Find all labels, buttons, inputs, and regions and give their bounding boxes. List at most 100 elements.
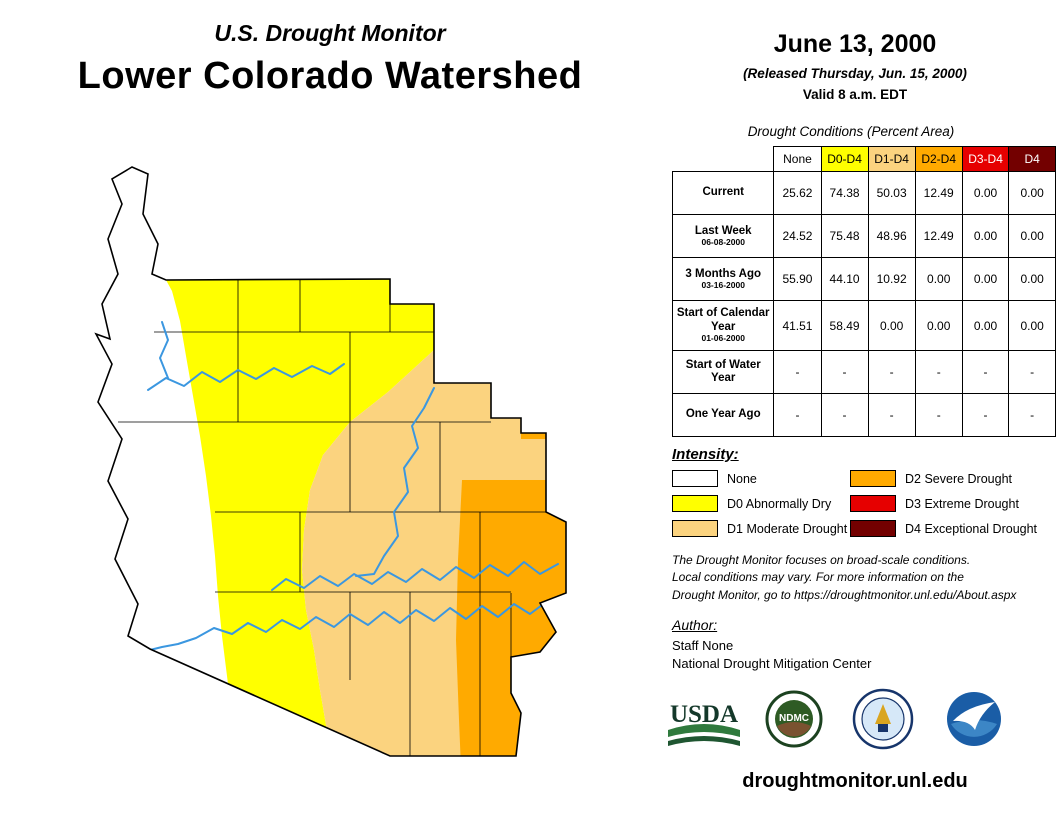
row-label: Last Week 06-08-2000 — [671, 214, 775, 258]
map-date: June 13, 2000 — [773, 30, 937, 58]
legend-column-1: None D0 Abnormally Dry D1 Moderate Droug… — [672, 470, 847, 537]
table-title: Drought Conditions (Percent Area) — [747, 124, 955, 139]
table-cell: 0.00 — [914, 257, 963, 301]
table-cell: - — [914, 350, 963, 394]
table-cell: 50.03 — [867, 171, 916, 215]
river-salt — [271, 561, 559, 591]
table-cell: 24.52 — [773, 214, 822, 258]
row-label: Start of Water Year — [671, 350, 775, 394]
ndmc-logo: NDMC — [765, 690, 823, 748]
table-cell: 12.49 — [914, 214, 963, 258]
table-cell: - — [867, 393, 916, 437]
valid-time: Valid 8 a.m. EDT — [802, 87, 908, 102]
table-cell: 41.51 — [773, 300, 822, 351]
noaa-bird-shape — [953, 702, 995, 730]
county-boundaries — [118, 279, 546, 756]
legend-swatch-d0 — [672, 495, 718, 512]
table-row-one-year-ago: One Year Ago - - - - - - — [671, 393, 1056, 437]
watershed-title: Lower Colorado Watershed — [77, 55, 583, 97]
table-cell: 58.49 — [820, 300, 869, 351]
footer-url: droughtmonitor.unl.edu — [742, 770, 968, 792]
table-cell: 48.96 — [867, 214, 916, 258]
table-cell: 0.00 — [1008, 214, 1056, 258]
table-cell: - — [961, 350, 1010, 394]
row-label: Current — [671, 171, 775, 215]
usda-logo: USDA — [664, 698, 744, 756]
col-header-d4: D4 — [1008, 146, 1056, 172]
col-header-d1-d4: D1-D4 — [867, 146, 916, 172]
table-cell: - — [820, 350, 869, 394]
river-north — [147, 363, 345, 391]
drought-map — [88, 160, 660, 800]
usda-field-upper — [668, 724, 740, 737]
author-name: Staff None — [672, 638, 734, 653]
table-cell: 10.92 — [867, 257, 916, 301]
table-cell: - — [1008, 350, 1056, 394]
table-row-3-months-ago: 3 Months Ago 03-16-2000 55.90 44.10 10.92… — [671, 257, 1056, 301]
table-cell: 75.48 — [820, 214, 869, 258]
legend-item-d1: D1 Moderate Drought — [672, 520, 847, 537]
author-label: Author: — [672, 617, 718, 633]
table-cell: 12.49 — [914, 171, 963, 215]
table-cell: - — [961, 393, 1010, 437]
map-region-d2 — [456, 480, 566, 756]
table-cell: - — [773, 393, 822, 437]
col-header-d2-d4: D2-D4 — [914, 146, 963, 172]
table-cell: 25.62 — [773, 171, 822, 215]
table-cell: 0.00 — [961, 300, 1010, 351]
legend-swatch-d3 — [850, 495, 896, 512]
watershed-map-svg — [95, 166, 567, 757]
drought-conditions-table: None D0-D4 D1-D4 D2-D4 D3-D4 D4 Current … — [671, 146, 1056, 437]
legend-item-d3: D3 Extreme Drought — [850, 495, 1037, 512]
legend-item-none: None — [672, 470, 847, 487]
table-cell: - — [1008, 393, 1056, 437]
ndmc-logo-text: NDMC — [779, 713, 809, 724]
col-header-none: None — [773, 146, 822, 172]
table-cell: - — [773, 350, 822, 394]
table-row-start-calendar-year: Start of Calendar Year 01-06-2000 41.51 5… — [671, 300, 1056, 351]
table-corner-cell — [673, 147, 774, 172]
legend-item-d2: D2 Severe Drought — [850, 470, 1037, 487]
table-cell: 0.00 — [961, 171, 1010, 215]
legend-swatch-none — [672, 470, 718, 487]
release-date: (Released Thursday, Jun. 15, 2000) — [743, 66, 967, 81]
river-verde — [355, 387, 435, 577]
table-cell: 0.00 — [1008, 171, 1056, 215]
author-organization: National Drought Mitigation Center — [672, 656, 872, 671]
river-gila — [149, 601, 566, 651]
ndmc-earth-shape — [777, 722, 811, 737]
table-cell: 0.00 — [961, 214, 1010, 258]
legend-item-d4: D4 Exceptional Drought — [850, 520, 1037, 537]
usda-logo-text: USDA — [670, 701, 738, 728]
disclaimer-text: The Drought Monitor focuses on broad-sca… — [672, 553, 1017, 602]
table-cell: - — [914, 393, 963, 437]
page-title: U.S. Drought Monitor — [214, 20, 446, 46]
usda-field-lower — [668, 736, 740, 746]
legend-title: Intensity: — [672, 446, 739, 463]
col-header-d3-d4: D3-D4 — [961, 146, 1010, 172]
table-header-row: None D0-D4 D1-D4 D2-D4 D3-D4 D4 — [673, 146, 1056, 172]
legend-swatch-d1 — [672, 520, 718, 537]
table-cell: 0.00 — [867, 300, 916, 351]
row-label: 3 Months Ago 03-16-2000 — [671, 257, 775, 301]
commerce-seal-logo — [852, 688, 914, 750]
table-cell: 0.00 — [1008, 257, 1056, 301]
commerce-eagle-shape — [875, 704, 891, 724]
commerce-shield-shape — [878, 724, 888, 732]
legend-column-2: D2 Severe Drought D3 Extreme Drought D4 … — [850, 470, 1037, 537]
legend-swatch-d4 — [850, 520, 896, 537]
table-cell: 44.10 — [820, 257, 869, 301]
table-row-current: Current 25.62 74.38 50.03 12.49 0.00 0.0… — [671, 171, 1056, 215]
legend-swatch-d2 — [850, 470, 896, 487]
table-cell: 0.00 — [1008, 300, 1056, 351]
row-label: One Year Ago — [671, 393, 775, 437]
noaa-logo — [945, 690, 1003, 748]
col-header-d0-d4: D0-D4 — [820, 146, 869, 172]
table-cell: - — [820, 393, 869, 437]
table-row-last-week: Last Week 06-08-2000 24.52 75.48 48.96 12… — [671, 214, 1056, 258]
legend-item-d0: D0 Abnormally Dry — [672, 495, 847, 512]
row-label: Start of Calendar Year 01-06-2000 — [671, 300, 775, 351]
river-northwest-branch — [159, 321, 169, 379]
table-cell: 0.00 — [961, 257, 1010, 301]
